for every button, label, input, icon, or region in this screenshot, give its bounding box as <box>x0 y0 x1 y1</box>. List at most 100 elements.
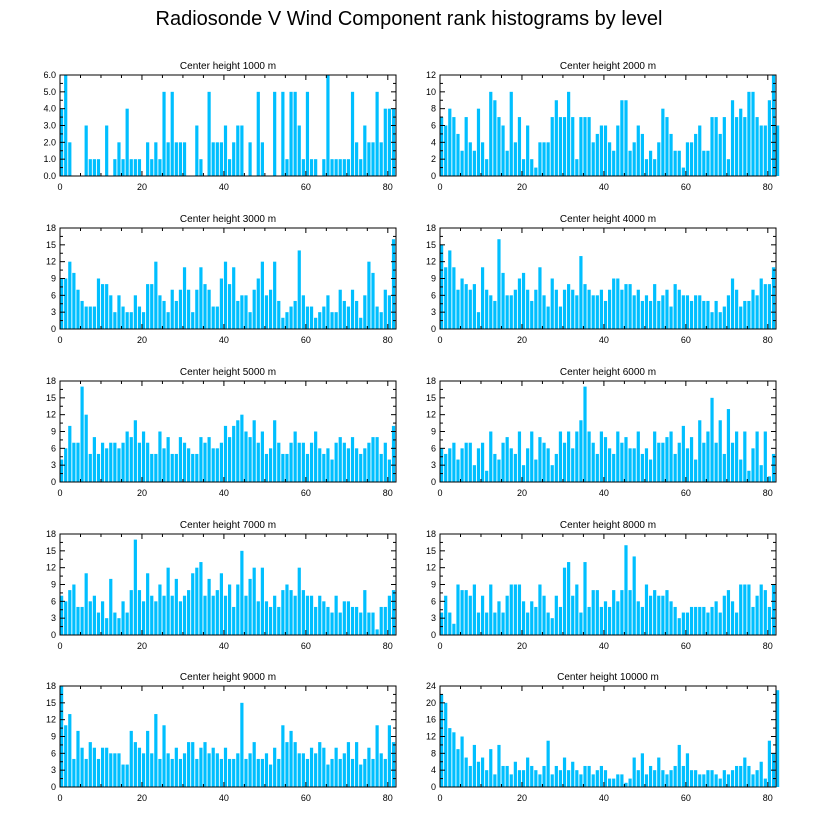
y-tick-label: 16 <box>426 715 436 725</box>
histogram-bar <box>476 612 481 635</box>
histogram-bar <box>739 108 743 176</box>
histogram-bar <box>542 765 546 787</box>
histogram-bar <box>665 774 669 788</box>
histogram-bar <box>223 425 228 482</box>
histogram-bar <box>677 150 681 176</box>
histogram-bar <box>501 125 505 176</box>
histogram-bar <box>648 595 653 635</box>
histogram-bar <box>476 448 481 482</box>
bar-series <box>440 75 780 176</box>
histogram-bar <box>346 742 351 787</box>
histogram-bar <box>236 300 240 329</box>
histogram-bar <box>391 239 396 329</box>
histogram-panel: Center height 10000 m 0 20 40 60 80 0 4 8 12 16 20 2… <box>426 672 780 803</box>
histogram-bar <box>100 747 105 787</box>
histogram-bar <box>579 117 583 176</box>
histogram-bar <box>273 91 277 176</box>
histogram-bar <box>314 753 318 787</box>
histogram-bar <box>493 300 497 329</box>
x-tick-label: 80 <box>763 488 773 498</box>
panel-title: Center height 9000 m <box>180 672 276 683</box>
histogram-bar <box>526 612 530 635</box>
histogram-bar <box>150 753 154 787</box>
histogram-bar <box>743 584 747 635</box>
x-tick-label: 20 <box>137 335 147 345</box>
histogram-bar <box>444 267 448 329</box>
histogram-bar <box>285 453 289 482</box>
histogram-bar <box>359 612 363 635</box>
histogram-bar <box>137 306 142 329</box>
histogram-bar <box>387 595 391 635</box>
y-tick-label: 15 <box>426 546 436 556</box>
histogram-bar <box>612 278 616 329</box>
histogram-bar <box>293 300 297 329</box>
histogram-bar <box>256 278 260 329</box>
histogram-bar <box>644 774 649 788</box>
histogram-bar <box>739 765 743 787</box>
histogram-bar <box>657 595 661 635</box>
histogram-bar <box>342 601 346 635</box>
histogram-bar <box>448 612 452 635</box>
histogram-bar <box>346 448 351 482</box>
histogram-bar <box>497 239 501 329</box>
histogram-bar <box>318 742 322 787</box>
histogram-bar <box>513 289 517 329</box>
histogram-bar <box>644 295 649 329</box>
histogram-bar <box>72 442 76 482</box>
x-tick-label: 40 <box>599 182 609 192</box>
histogram-bar <box>657 442 661 482</box>
histogram-bar <box>387 725 391 787</box>
histogram-bar <box>526 757 530 787</box>
histogram-bar <box>129 730 133 787</box>
histogram-bar <box>244 431 248 482</box>
histogram-bar <box>702 606 706 635</box>
x-tick-label: 20 <box>517 335 527 345</box>
histogram-bar <box>146 284 150 329</box>
histogram-bar <box>68 425 72 482</box>
histogram-bar <box>166 753 170 787</box>
histogram-bar <box>121 601 125 635</box>
histogram-bar <box>273 261 277 329</box>
histogram-bar <box>133 159 137 176</box>
histogram-bar <box>632 448 636 482</box>
histogram-bar <box>105 125 109 176</box>
histogram-bar <box>464 117 468 176</box>
y-tick-label: 18 <box>426 529 436 539</box>
histogram-bar <box>755 117 759 176</box>
histogram-bar <box>673 765 677 787</box>
x-tick-label: 0 <box>57 793 62 803</box>
histogram-bar <box>195 567 199 635</box>
y-tick-label: 0 <box>431 630 436 640</box>
histogram-bar <box>117 448 121 482</box>
y-tick-label: 15 <box>426 393 436 403</box>
histogram-bar <box>232 142 236 176</box>
histogram-bar <box>616 601 620 635</box>
histogram-bar <box>452 732 456 787</box>
histogram-bar <box>281 317 285 329</box>
histogram-bar <box>735 765 739 787</box>
histogram-bar <box>207 753 211 787</box>
histogram-bar <box>575 431 579 482</box>
histogram-bar <box>178 142 183 176</box>
histogram-bar <box>64 725 68 787</box>
x-tick-label: 40 <box>599 335 609 345</box>
histogram-bar <box>203 442 207 482</box>
histogram-bar <box>706 150 710 176</box>
histogram-bar <box>743 300 747 329</box>
panel-title: Center height 8000 m <box>560 520 656 531</box>
histogram-bar <box>456 289 460 329</box>
histogram-bar <box>534 289 538 329</box>
histogram-bar <box>84 306 88 329</box>
y-tick-label: 18 <box>426 376 436 386</box>
histogram-bar <box>162 595 166 635</box>
histogram-bar <box>187 289 191 329</box>
histogram-bar <box>640 300 644 329</box>
y-tick-label: 9 <box>51 732 56 742</box>
histogram-bar <box>546 306 550 329</box>
histogram-bar <box>141 753 146 787</box>
histogram-bar <box>129 312 133 329</box>
histogram-bar <box>232 606 236 635</box>
histogram-bar <box>334 442 338 482</box>
histogram-bar <box>379 312 383 329</box>
